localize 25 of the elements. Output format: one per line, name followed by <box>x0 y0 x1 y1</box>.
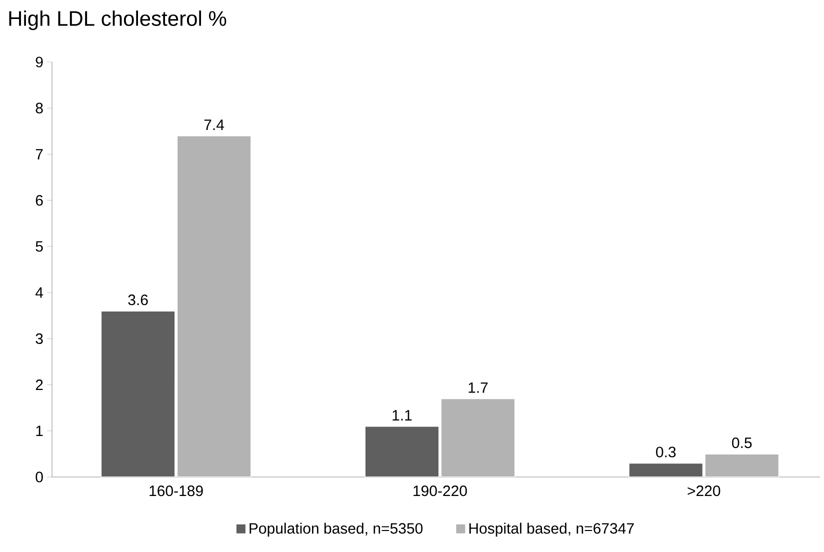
y-tick-label: 7 <box>36 149 43 160</box>
data-label: 7.4 <box>204 120 224 130</box>
bar <box>176 135 252 477</box>
legend-label: Population based, n=5350 <box>250 522 423 537</box>
x-tick-label: 160-189 <box>150 486 203 496</box>
data-label: 1.7 <box>468 382 488 393</box>
y-tick-label: 6 <box>36 195 43 206</box>
data-label: 1.1 <box>392 410 412 420</box>
bar <box>704 453 780 477</box>
x-tick-label: 190-220 <box>414 486 467 496</box>
bar <box>440 398 516 477</box>
data-label: 3.6 <box>128 294 148 306</box>
y-tick-label: 5 <box>36 241 43 252</box>
y-tick-label: 9 <box>36 56 43 68</box>
data-label: 0.3 <box>656 446 676 458</box>
y-tick-label: 1 <box>36 426 43 436</box>
y-tick-label: 4 <box>35 287 44 298</box>
y-tick-label: 8 <box>36 102 43 114</box>
chart-title: High LDL cholesterol % <box>9 10 226 30</box>
data-label: 0.5 <box>732 437 752 448</box>
legend-label: Hospital based, n=67347 <box>469 522 634 537</box>
y-tick-label: 2 <box>36 380 43 390</box>
y-tick-label: 3 <box>36 333 43 344</box>
y-tick-label: 0 <box>36 472 43 482</box>
x-tick-label: >220 <box>688 486 720 496</box>
